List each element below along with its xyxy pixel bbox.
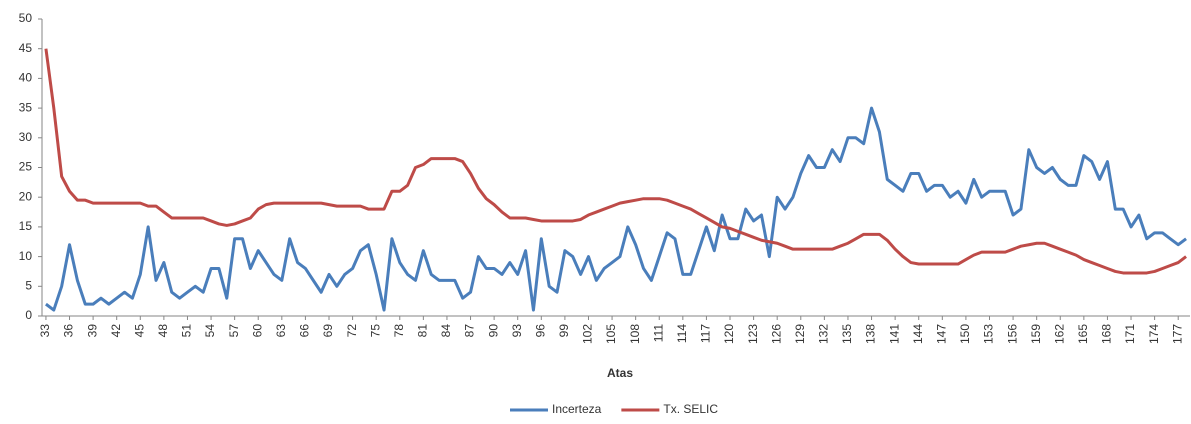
x-tick-label: 174	[1147, 324, 1161, 344]
x-tick-label: 102	[581, 324, 595, 344]
y-tick-label: 5	[25, 278, 32, 292]
x-tick-label: 45	[132, 324, 146, 338]
x-tick-label: 75	[368, 324, 382, 338]
x-tick-label: 57	[227, 324, 241, 338]
x-tick-label: 87	[463, 324, 477, 338]
y-tick-label: 50	[19, 11, 33, 25]
y-tick-label: 40	[19, 71, 33, 85]
x-tick-label: 141	[887, 324, 901, 344]
x-tick-label: 156	[1005, 324, 1019, 344]
x-tick-label: 78	[392, 324, 406, 338]
x-tick-label: 135	[840, 324, 854, 344]
x-tick-label: 42	[109, 324, 123, 338]
x-tick-label: 138	[864, 324, 878, 344]
x-tick-label: 51	[180, 324, 194, 338]
x-tick-label: 105	[604, 324, 618, 344]
y-tick-label: 15	[19, 219, 33, 233]
x-tick-label: 99	[557, 324, 571, 338]
x-tick-label: 81	[416, 324, 430, 338]
x-axis-title: Atas	[607, 366, 633, 380]
legend-label: Incerteza	[552, 402, 602, 416]
x-tick-label: 117	[699, 324, 713, 343]
x-tick-label: 111	[651, 324, 665, 343]
y-tick-label: 45	[19, 41, 33, 55]
x-tick-label: 69	[321, 324, 335, 338]
y-tick-label: 10	[19, 249, 33, 263]
x-tick-label: 120	[722, 324, 736, 344]
x-tick-label: 159	[1029, 324, 1043, 344]
x-tick-label: 90	[486, 324, 500, 338]
x-tick-label: 108	[628, 324, 642, 344]
x-tick-label: 132	[817, 324, 831, 344]
x-tick-label: 84	[439, 324, 453, 338]
x-tick-label: 63	[274, 324, 288, 338]
y-tick-label: 20	[19, 189, 33, 203]
x-tick-label: 96	[533, 324, 547, 338]
x-tick-label: 177	[1170, 324, 1184, 344]
x-tick-label: 66	[298, 324, 312, 338]
x-tick-label: 150	[958, 324, 972, 344]
x-tick-label: 126	[769, 324, 783, 344]
line-series	[45, 106, 1187, 312]
x-tick-label: 48	[156, 324, 170, 338]
x-tick-label: 72	[345, 324, 359, 338]
y-tick-label: 0	[25, 308, 32, 322]
x-tick-label: 162	[1052, 324, 1066, 344]
x-tick-label: 33	[38, 324, 52, 338]
x-tick-label: 93	[510, 324, 524, 338]
y-tick-label: 30	[19, 130, 33, 144]
x-tick-label: 36	[62, 324, 76, 338]
x-tick-label: 60	[250, 324, 264, 338]
x-tick-label: 147	[934, 324, 948, 344]
x-tick-label: 39	[85, 324, 99, 338]
x-tick-label: 114	[675, 324, 689, 343]
x-tick-label: 144	[911, 324, 925, 344]
x-tick-label: 153	[982, 324, 996, 344]
y-tick-label: 25	[19, 160, 33, 174]
y-tick-label: 35	[19, 100, 33, 114]
x-tick-label: 168	[1100, 324, 1114, 344]
x-tick-label: 129	[793, 324, 807, 344]
x-tick-label: 54	[203, 324, 217, 338]
x-tick-label: 165	[1076, 324, 1090, 344]
x-tick-label: 171	[1123, 324, 1137, 344]
legend-label: Tx. SELIC	[663, 402, 718, 416]
line-series	[44, 48, 1187, 275]
x-tick-label: 123	[746, 324, 760, 344]
